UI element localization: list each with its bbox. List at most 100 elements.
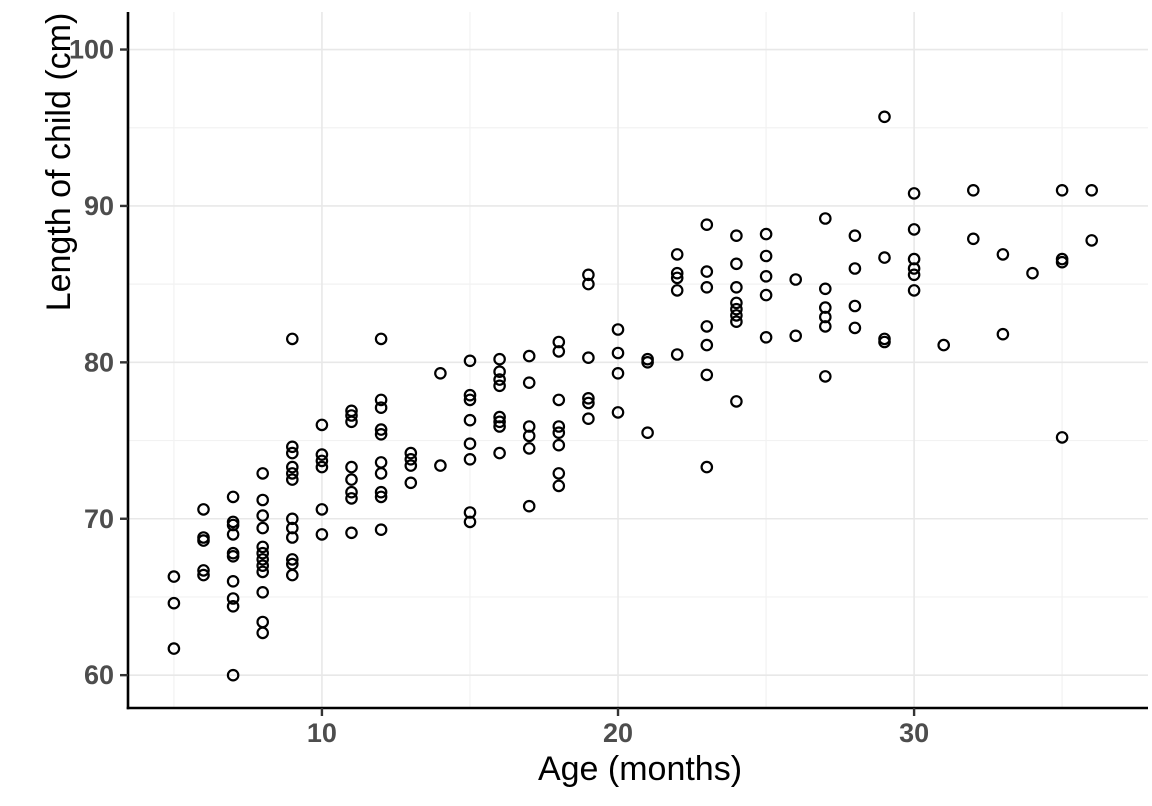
data-point <box>404 459 418 472</box>
data-point <box>493 365 506 378</box>
data-point <box>493 446 506 460</box>
data-point <box>197 564 210 577</box>
data-point <box>404 446 418 460</box>
data-point <box>552 393 566 407</box>
data-point <box>345 460 358 474</box>
data-point <box>759 330 773 344</box>
data-point <box>552 420 566 433</box>
data-point <box>700 280 714 294</box>
data-point <box>463 413 477 427</box>
data-point <box>907 223 921 236</box>
data-point <box>582 412 595 425</box>
data-point <box>374 401 388 414</box>
data-point <box>256 553 269 566</box>
data-point <box>907 268 921 282</box>
data-point <box>493 420 506 433</box>
data-point <box>315 448 329 461</box>
data-point <box>463 515 477 529</box>
data-point <box>552 438 566 452</box>
data-point <box>996 248 1010 261</box>
data-point <box>285 568 299 582</box>
data-point <box>759 269 773 283</box>
data-point <box>730 395 743 408</box>
data-point <box>700 368 714 382</box>
data-point <box>374 523 388 536</box>
data-point <box>167 570 181 583</box>
data-point <box>759 227 773 241</box>
data-point <box>256 565 269 579</box>
data-point <box>848 321 862 335</box>
data-point <box>582 396 595 410</box>
data-point <box>434 366 447 380</box>
data-point <box>1085 184 1098 197</box>
data-point <box>315 503 329 516</box>
data-point <box>1055 184 1069 197</box>
data-point <box>730 302 743 316</box>
data-point <box>907 187 921 200</box>
data-point <box>878 251 891 264</box>
data-point <box>552 467 566 480</box>
data-point <box>167 642 181 655</box>
data-point <box>256 467 269 480</box>
data-point <box>463 437 477 450</box>
data-point <box>374 456 388 469</box>
data-point <box>730 229 743 242</box>
data-point <box>730 257 743 271</box>
data-point <box>641 355 654 369</box>
data-point <box>730 296 743 310</box>
data-point <box>1085 234 1098 247</box>
data-point <box>582 351 595 364</box>
data-point <box>759 249 773 263</box>
data-point <box>345 492 358 505</box>
data-point <box>374 423 388 436</box>
data-point <box>226 549 240 563</box>
data-point <box>670 266 684 280</box>
data-point <box>226 668 240 682</box>
data-point <box>256 493 269 507</box>
data-point <box>937 338 950 352</box>
data-point <box>256 546 269 560</box>
data-point <box>818 282 832 296</box>
data-point <box>1055 255 1069 269</box>
data-point <box>404 452 418 466</box>
data-point <box>611 366 625 380</box>
data-point <box>285 467 299 480</box>
data-point <box>552 426 566 439</box>
data-point <box>493 352 506 366</box>
data-point <box>818 320 832 333</box>
data-point <box>463 354 477 368</box>
data-point <box>700 218 714 231</box>
data-point <box>463 388 477 402</box>
data-point <box>197 534 210 547</box>
data-point <box>878 335 891 349</box>
data-point <box>582 277 595 291</box>
data-point <box>434 459 447 472</box>
data-point <box>226 528 240 541</box>
data-point <box>611 346 625 360</box>
data-point <box>848 262 862 275</box>
x-tick-label: 20 <box>603 718 633 748</box>
y-tick-label: 100 <box>69 35 114 65</box>
data-point <box>522 499 536 513</box>
data-point <box>256 521 269 535</box>
data-point <box>730 315 743 328</box>
data-point <box>256 585 269 599</box>
data-point <box>226 592 240 605</box>
data-point <box>315 528 329 541</box>
data-point <box>374 393 388 407</box>
data-point <box>226 490 240 504</box>
data-point <box>493 415 506 429</box>
data-point <box>345 409 358 422</box>
data-point <box>730 309 743 322</box>
data-point <box>552 479 566 493</box>
data-point <box>226 599 240 613</box>
data-point <box>670 284 684 297</box>
y-tick-label: 80 <box>84 347 114 377</box>
data-point <box>256 509 269 522</box>
data-point <box>345 485 358 499</box>
y-tick-label: 90 <box>84 191 114 221</box>
data-point <box>315 454 329 468</box>
data-point <box>374 485 388 499</box>
x-tick-label: 30 <box>899 718 929 748</box>
